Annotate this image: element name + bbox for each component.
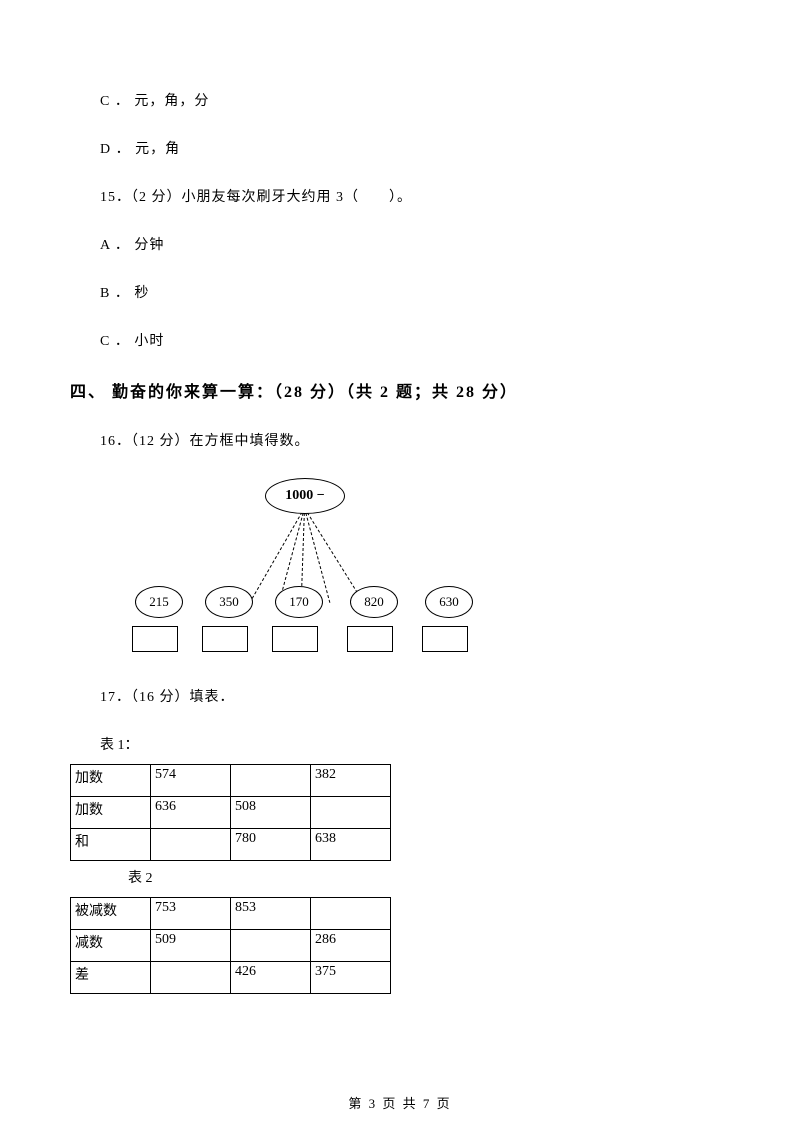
table-2: 被减数753853减数509286差426375 xyxy=(70,897,391,994)
table-1: 加数574382加数636508和780638 xyxy=(70,764,391,861)
diagram-node: 350 xyxy=(205,586,253,618)
diagram-node: 820 xyxy=(350,586,398,618)
section-4-title: 四、 勤奋的你来算一算：（28 分）（共 2 题；共 28 分） xyxy=(70,378,730,402)
diagram-node: 630 xyxy=(425,586,473,618)
tree-diagram: 1000 − 215 350 170 820 630 xyxy=(120,478,490,658)
table-row: 和 780638 xyxy=(71,829,391,861)
table-cell: 636 xyxy=(151,797,231,829)
table-cell: 和 xyxy=(71,829,151,861)
diagram-edge xyxy=(301,508,305,596)
table-cell: 加数 xyxy=(71,797,151,829)
table-row: 被减数753853 xyxy=(71,898,391,930)
table-cell: 被减数 xyxy=(71,898,151,930)
table-row: 加数574 382 xyxy=(71,765,391,797)
option-d-1: D ． 元，角 xyxy=(100,138,730,158)
table-1-label: 表 1： xyxy=(100,734,730,754)
question-17: 17．（16 分）填表． xyxy=(100,686,730,706)
table-cell: 638 xyxy=(311,829,391,861)
question-15: 15．（2 分）小朋友每次刷牙大约用 3（ ）。 xyxy=(100,186,730,206)
diagram-root: 1000 − xyxy=(265,478,345,514)
table-row: 加数636508 xyxy=(71,797,391,829)
table-cell: 780 xyxy=(231,829,311,861)
table-cell: 加数 xyxy=(71,765,151,797)
table-cell: 382 xyxy=(311,765,391,797)
diagram-node: 170 xyxy=(275,586,323,618)
table-cell: 426 xyxy=(231,962,311,994)
table-cell: 574 xyxy=(151,765,231,797)
table-cell xyxy=(151,962,231,994)
table-cell: 286 xyxy=(311,930,391,962)
diagram-node: 215 xyxy=(135,586,183,618)
page-footer: 第 3 页 共 7 页 xyxy=(0,1093,800,1112)
diagram-answer-box xyxy=(132,626,178,652)
table-cell: 375 xyxy=(311,962,391,994)
table-2-label: 表 2 xyxy=(100,867,730,887)
table-cell xyxy=(231,930,311,962)
table-cell: 差 xyxy=(71,962,151,994)
table-cell: 853 xyxy=(231,898,311,930)
table-cell: 减数 xyxy=(71,930,151,962)
option-b-2: B ． 秒 xyxy=(100,282,730,302)
table-cell xyxy=(151,829,231,861)
table-cell xyxy=(311,797,391,829)
diagram-answer-box xyxy=(347,626,393,652)
table-cell: 509 xyxy=(151,930,231,962)
diagram-answer-box xyxy=(422,626,468,652)
table-row: 减数509 286 xyxy=(71,930,391,962)
option-c-2: C ． 小时 xyxy=(100,330,730,350)
diagram-answer-box xyxy=(202,626,248,652)
option-a-2: A ． 分钟 xyxy=(100,234,730,254)
table-cell: 508 xyxy=(231,797,311,829)
table-cell: 753 xyxy=(151,898,231,930)
table-row: 差 426375 xyxy=(71,962,391,994)
question-16: 16．（12 分）在方框中填得数。 xyxy=(100,430,730,450)
table-cell xyxy=(311,898,391,930)
option-c-1: C ． 元，角，分 xyxy=(100,90,730,110)
diagram-answer-box xyxy=(272,626,318,652)
table-cell xyxy=(231,765,311,797)
